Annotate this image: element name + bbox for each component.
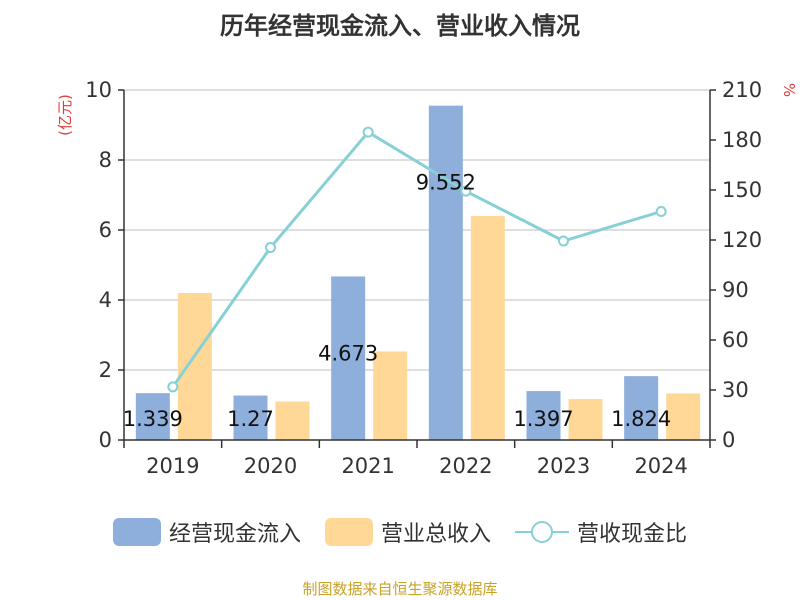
right-axis-label: %	[780, 83, 798, 97]
data-label-cash-inflow-2020: 1.27	[227, 407, 274, 431]
ratio-line-path	[171, 130, 662, 388]
bar-revenue-2019[interactable]	[177, 293, 212, 440]
left-tick-label: 6	[99, 218, 112, 242]
grid-lines	[124, 89, 710, 371]
legend-item-ratio[interactable]: 营收现金比	[515, 516, 687, 548]
ratio-point-2020[interactable]	[265, 242, 276, 253]
x-tick-label-2020: 2020	[244, 454, 297, 478]
bar-cash-inflow-2022[interactable]	[428, 105, 463, 441]
right-tick-label: 90	[722, 278, 749, 302]
data-label-cash-inflow-2019: 1.339	[123, 407, 183, 431]
chart-title: 历年经营现金流入、营业收入情况	[220, 12, 580, 40]
bar-revenue-2023[interactable]	[568, 399, 603, 440]
right-tick-label: 30	[722, 378, 749, 402]
left-tick-label: 2	[99, 358, 112, 382]
right-tick-label: 150	[722, 178, 762, 202]
legend-swatch-ratio	[515, 518, 569, 546]
bar-cash-inflow-2023[interactable]	[526, 391, 561, 440]
bar-cash-inflow-2019[interactable]	[135, 393, 170, 440]
left-tick-label: 8	[99, 148, 112, 172]
ratio-point-2022[interactable]	[460, 185, 472, 197]
source-note: 制图数据来自恒生聚源数据库	[302, 580, 498, 598]
x-tick-label-2021: 2021	[341, 454, 394, 478]
left-tick-label: 0	[99, 428, 112, 452]
ratio-line	[167, 126, 667, 393]
legend-label-revenue: 营业总收入	[380, 522, 491, 547]
bar-revenue-2021[interactable]	[373, 351, 408, 440]
data-label-cash-inflow-2022: 9.552	[416, 171, 476, 195]
right-tick-label: 210	[722, 78, 762, 102]
legend-item-cash-inflow[interactable]: 经营现金流入	[112, 516, 301, 548]
legend-label-cash-inflow: 经营现金流入	[168, 522, 301, 547]
ratio-point-2023[interactable]	[558, 235, 569, 247]
ratio-point-2021[interactable]	[362, 126, 374, 138]
data-labels: 1.339 1.27 4.673 9.552 1.397 1.824	[123, 171, 671, 431]
data-label-cash-inflow-2024: 1.824	[611, 407, 671, 431]
bar-cash-inflow-2020[interactable]	[233, 395, 268, 440]
right-tick-label: 120	[722, 228, 762, 252]
right-tick-label: 180	[722, 128, 762, 152]
legend-swatch-revenue	[324, 518, 373, 546]
legend-label-ratio: 营收现金比	[577, 522, 688, 547]
ratio-point-2024[interactable]	[655, 206, 667, 217]
left-axis-label: (亿元)	[56, 94, 74, 136]
x-tick-label-2023: 2023	[537, 454, 590, 478]
right-tick-label: 0	[722, 428, 735, 452]
legend: 经营现金流入 营业总收入 营收现金比	[0, 516, 800, 548]
left-tick-label: 10	[85, 78, 112, 102]
x-tick-label-2022: 2022	[439, 454, 492, 478]
data-label-cash-inflow-2021: 4.673	[318, 341, 378, 365]
legend-swatch-cash-inflow	[112, 518, 161, 546]
ratio-point-2019[interactable]	[167, 381, 179, 393]
data-label-cash-inflow-2023: 1.397	[513, 407, 573, 431]
axes: 0 2 4 6 8 10 0 30 60 90 120 150 180 210 2019 2020 2021 20…	[56, 78, 798, 478]
bars	[135, 105, 701, 441]
legend-item-revenue[interactable]: 营业总收入	[324, 516, 491, 548]
bar-cash-inflow-2021[interactable]	[331, 276, 366, 440]
bar-revenue-2020[interactable]	[275, 401, 310, 441]
x-tick-label-2024: 2024	[634, 454, 687, 478]
x-tick-label-2019: 2019	[146, 454, 199, 478]
bar-revenue-2024[interactable]	[666, 393, 701, 440]
left-tick-label: 4	[99, 288, 112, 312]
bar-cash-inflow-2024[interactable]	[624, 376, 659, 440]
bar-revenue-2022[interactable]	[470, 216, 505, 440]
right-tick-label: 60	[722, 328, 749, 352]
